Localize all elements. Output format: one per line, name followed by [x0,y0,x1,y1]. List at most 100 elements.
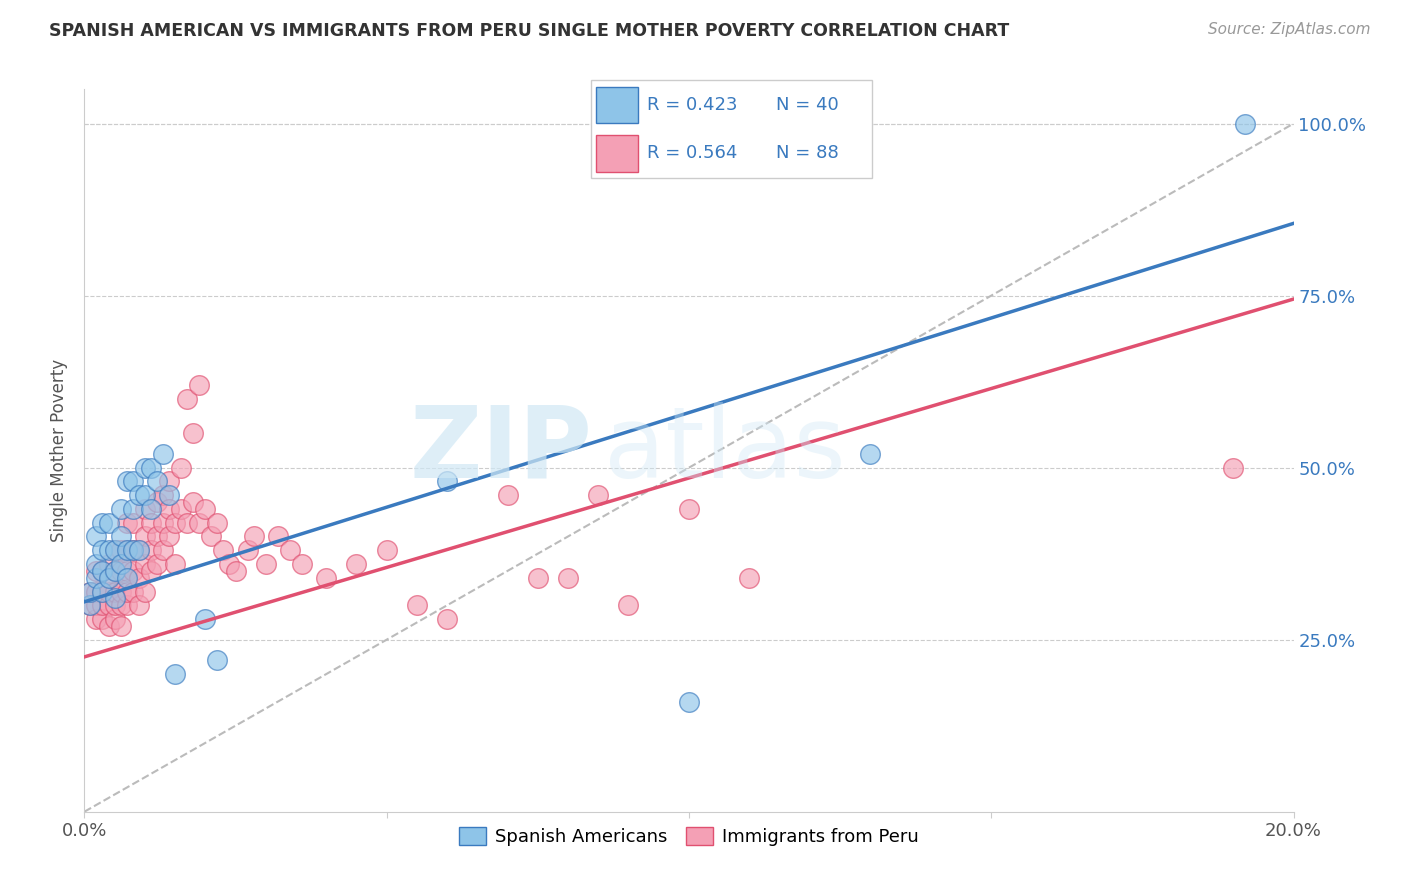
Point [157,502,180,516]
Point [121,516,143,530]
Point [146,495,169,509]
Point [406,599,429,613]
Point [1234,117,1257,131]
Point [128,543,150,558]
Point [207,653,229,667]
Point [165,667,187,681]
Point [557,571,579,585]
Point [678,695,700,709]
Point [121,543,143,558]
Point [375,543,398,558]
Point [110,564,132,578]
Point [86,557,108,571]
Point [170,502,193,516]
Point [176,516,198,530]
Point [110,529,132,543]
Point [79,599,101,613]
Text: R = 0.423: R = 0.423 [647,95,737,114]
FancyBboxPatch shape [596,87,638,123]
Point [110,584,132,599]
Point [91,599,114,613]
Point [104,564,127,578]
Point [121,502,143,516]
Point [97,571,120,585]
Point [165,557,187,571]
Point [110,502,132,516]
Point [152,488,174,502]
Point [346,557,368,571]
Point [79,599,101,613]
Point [225,564,247,578]
Point [104,584,127,599]
Point [91,612,114,626]
Point [139,502,162,516]
Point [157,529,180,543]
Point [188,378,211,392]
Point [139,543,162,558]
Point [134,557,156,571]
Text: R = 0.564: R = 0.564 [647,144,737,161]
Point [291,557,314,571]
Point [207,516,229,530]
Text: N = 88: N = 88 [776,144,839,161]
Point [97,584,120,599]
Point [121,584,143,599]
Point [104,591,127,606]
Point [139,516,162,530]
Point [115,543,138,558]
Point [110,599,132,613]
Point [315,571,337,585]
Point [157,475,180,489]
Point [152,447,174,461]
Point [121,475,143,489]
Point [139,460,162,475]
Point [110,557,132,571]
Point [104,599,127,613]
Point [859,447,882,461]
Point [86,584,108,599]
FancyBboxPatch shape [591,80,872,178]
Point [121,564,143,578]
Point [79,584,101,599]
Point [115,543,138,558]
Point [278,543,301,558]
Point [79,584,101,599]
Point [86,564,108,578]
Point [218,557,240,571]
FancyBboxPatch shape [596,136,638,171]
Point [170,460,193,475]
Point [200,529,222,543]
Point [176,392,198,406]
Point [527,571,550,585]
Point [188,516,211,530]
Point [115,564,138,578]
Point [104,612,127,626]
Text: SPANISH AMERICAN VS IMMIGRANTS FROM PERU SINGLE MOTHER POVERTY CORRELATION CHART: SPANISH AMERICAN VS IMMIGRANTS FROM PERU… [49,22,1010,40]
Point [128,543,150,558]
Point [181,426,204,441]
Point [91,584,114,599]
Point [617,599,640,613]
Point [104,543,127,558]
Point [436,475,458,489]
Point [128,599,150,613]
Point [115,584,138,599]
Point [128,571,150,585]
Point [254,557,277,571]
Point [165,516,187,530]
Point [146,529,169,543]
Point [267,529,290,543]
Point [146,475,169,489]
Point [97,516,120,530]
Point [115,475,138,489]
Text: Source: ZipAtlas.com: Source: ZipAtlas.com [1208,22,1371,37]
Point [121,543,143,558]
Point [194,502,217,516]
Point [157,488,180,502]
Point [91,584,114,599]
Point [97,571,120,585]
Point [97,599,120,613]
Point [678,502,700,516]
Point [152,516,174,530]
Point [194,612,217,626]
